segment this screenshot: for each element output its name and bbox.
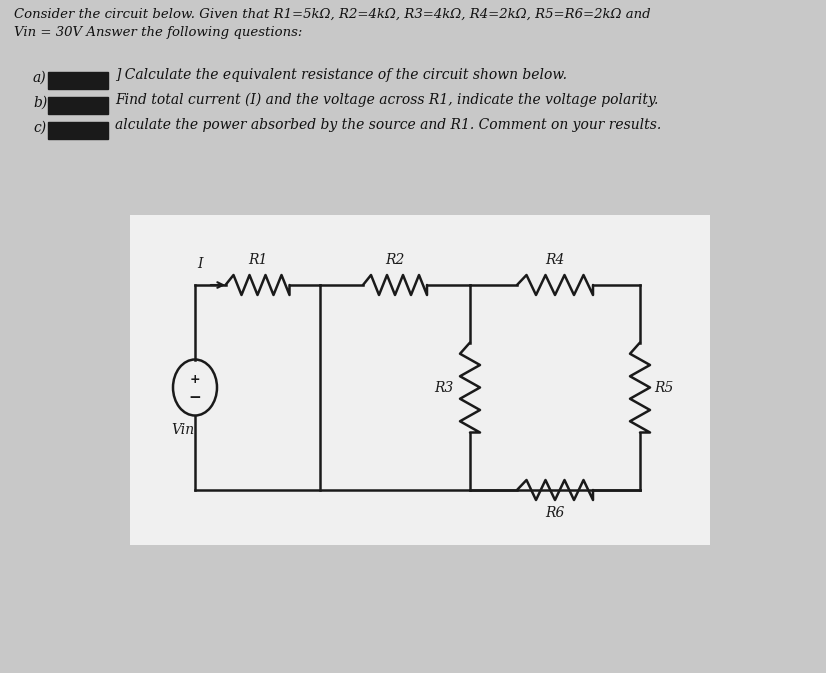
Text: Vin: Vin: [172, 423, 195, 437]
Text: ] Calculate the equivalent resistance of the circuit shown below.: ] Calculate the equivalent resistance of…: [115, 68, 567, 82]
Text: R4: R4: [545, 253, 565, 267]
Text: −: −: [188, 390, 202, 405]
Text: R5: R5: [654, 380, 673, 394]
Text: +: +: [190, 373, 201, 386]
Bar: [48, 72, 108, 89]
Text: R3: R3: [434, 380, 454, 394]
Text: I: I: [197, 257, 202, 271]
FancyBboxPatch shape: [130, 215, 710, 545]
Text: b): b): [33, 96, 47, 110]
Bar: [48, 97, 108, 114]
Bar: [48, 122, 108, 139]
Text: R2: R2: [385, 253, 405, 267]
Text: Find total current (I) and the voltage across R1, indicate the voltage polarity.: Find total current (I) and the voltage a…: [115, 93, 658, 108]
Text: a): a): [33, 71, 46, 85]
Text: Consider the circuit below. Given that R1=5kΩ, R2=4kΩ, R3=4kΩ, R4=2kΩ, R5=R6=2kΩ: Consider the circuit below. Given that R…: [14, 8, 651, 21]
Text: R6: R6: [545, 506, 565, 520]
Text: Vin = 30V Answer the following questions:: Vin = 30V Answer the following questions…: [14, 26, 302, 39]
Text: R1: R1: [248, 253, 267, 267]
Text: c): c): [33, 121, 46, 135]
Text: alculate the power absorbed by the source and R1. Comment on your results.: alculate the power absorbed by the sourc…: [115, 118, 662, 132]
